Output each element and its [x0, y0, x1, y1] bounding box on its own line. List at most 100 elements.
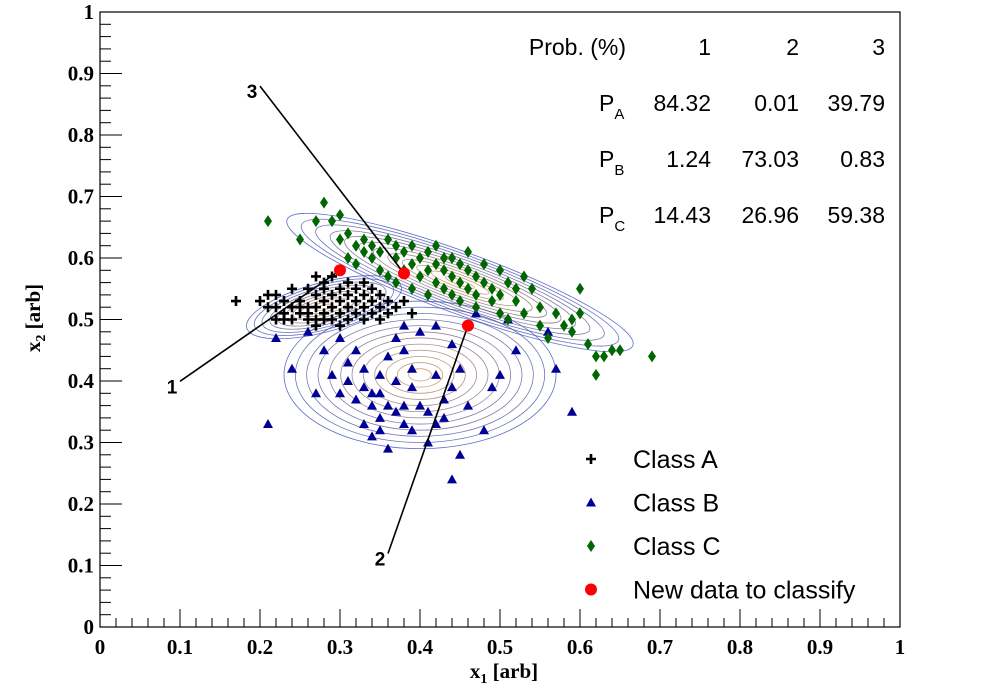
data-point-1-50 [479, 425, 489, 435]
data-point-0-24 [311, 271, 321, 282]
series-class-a [231, 271, 417, 331]
contour-1-level-0 [283, 300, 557, 450]
data-point-1-33 [407, 382, 417, 392]
data-point-0-48 [359, 314, 369, 325]
data-point-2-31 [424, 245, 432, 258]
legend-label-3: New data to classify [633, 577, 856, 605]
data-point-2-67 [552, 307, 560, 320]
x-tick-label-5: 0.5 [487, 635, 513, 659]
data-point-2-6 [336, 208, 344, 221]
data-point-1-44 [447, 339, 457, 349]
contour-1-level-11 [408, 368, 432, 382]
annotations: 1 2 3 [167, 82, 469, 571]
data-point-0-21 [311, 302, 321, 313]
data-point-0-5 [271, 302, 281, 313]
data-point-0-37 [335, 320, 345, 331]
data-point-1-45 [447, 382, 457, 392]
data-point-0-46 [359, 289, 369, 300]
data-point-1-26 [391, 332, 401, 342]
data-point-2-33 [432, 258, 440, 271]
prob-table-cell-B-3: 0.83 [840, 146, 885, 172]
data-point-2-29 [424, 264, 432, 277]
y-axis-label: x2 [arb] [21, 284, 49, 352]
data-point-1-31 [399, 400, 409, 410]
legend-label-2: Class C [633, 533, 721, 561]
contour-1-level-10 [396, 362, 444, 388]
data-point-2-49 [472, 301, 480, 314]
data-point-2-11 [360, 233, 368, 246]
data-point-3-2 [462, 319, 474, 332]
data-point-0-26 [319, 296, 329, 307]
data-point-2-41 [456, 276, 464, 289]
x-tick-label-8: 0.8 [727, 635, 753, 659]
prob-table-title: Prob. (%) [529, 34, 626, 60]
data-point-2-24 [408, 282, 416, 295]
data-point-1-52 [495, 369, 505, 379]
data-point-0-12 [287, 314, 297, 325]
data-point-2-18 [384, 270, 392, 283]
data-point-2-61 [520, 270, 528, 283]
data-point-1-0 [263, 419, 273, 429]
legend: Class A Class B Class C New data to classif… [585, 446, 856, 605]
data-point-2-2 [312, 215, 320, 228]
y-tick-label-7: 0.7 [68, 185, 94, 209]
data-point-2-12 [360, 245, 368, 258]
data-point-0-23 [311, 320, 321, 331]
data-point-2-45 [464, 264, 472, 277]
data-point-2-17 [384, 233, 392, 246]
data-point-2-44 [464, 282, 472, 295]
data-point-0-10 [287, 283, 297, 294]
data-point-2-8 [344, 252, 352, 264]
data-point-2-55 [496, 307, 504, 320]
data-point-2-10 [352, 258, 360, 271]
data-point-0-57 [391, 302, 401, 313]
data-point-2-72 [576, 282, 584, 295]
data-point-3-0 [334, 264, 346, 277]
legend-label-0: Class A [633, 446, 718, 474]
y-axis-ticks: 0 0.1 0.2 0.3 0.4 0.5 0.6 0.7 0.8 0.9 1 [68, 0, 122, 639]
x-tick-label-2: 0.2 [247, 635, 273, 659]
prob-table-cell-C-3: 59.38 [827, 202, 885, 228]
prob-table-cell-A-3: 39.79 [827, 90, 885, 116]
data-point-1-24 [383, 400, 393, 410]
data-point-2-35 [440, 282, 448, 295]
data-point-1-28 [391, 376, 401, 385]
data-point-0-56 [383, 308, 393, 319]
contour-0-level-3 [269, 284, 379, 330]
data-point-1-10 [343, 376, 353, 385]
data-point-2-78 [616, 344, 624, 357]
data-point-0-20 [311, 289, 321, 300]
data-point-0-31 [327, 302, 337, 313]
data-point-0-51 [367, 308, 377, 319]
data-point-0-0 [231, 296, 241, 307]
annotation-label-2: 2 [375, 550, 386, 571]
data-point-1-4 [311, 388, 321, 398]
data-point-2-42 [456, 258, 464, 271]
data-point-2-62 [520, 307, 528, 320]
prob-table-row-label-B: PB [599, 146, 624, 179]
contour-2-level-3 [329, 230, 591, 335]
prob-table-row-label-C: PC [599, 202, 625, 235]
data-point-1-32 [407, 363, 417, 373]
data-point-2-70 [568, 325, 576, 338]
data-point-1-48 [463, 400, 473, 410]
data-point-2-9 [352, 239, 360, 252]
data-point-1-46 [455, 449, 465, 459]
data-point-1-42 [439, 412, 449, 422]
prob-table-cell-A-2: 0.01 [754, 90, 799, 116]
legend-marker-3 [585, 583, 597, 596]
data-point-2-13 [368, 252, 376, 264]
data-point-1-27 [391, 406, 401, 416]
y-tick-label-9: 0.9 [68, 62, 94, 86]
data-point-1-16 [367, 400, 377, 410]
x-axis-ticks: 0 0.1 0.2 0.3 0.4 0.5 0.6 0.7 0.8 0.9 1 [95, 609, 905, 659]
x-tick-label-1: 0.1 [167, 635, 193, 659]
data-point-0-49 [367, 283, 377, 294]
data-point-2-51 [480, 258, 488, 271]
prob-table-cell-B-1: 1.24 [666, 146, 711, 172]
data-point-2-30 [424, 288, 432, 301]
data-point-2-27 [416, 270, 424, 283]
series-new-data [334, 264, 474, 332]
data-point-2-48 [472, 270, 480, 283]
